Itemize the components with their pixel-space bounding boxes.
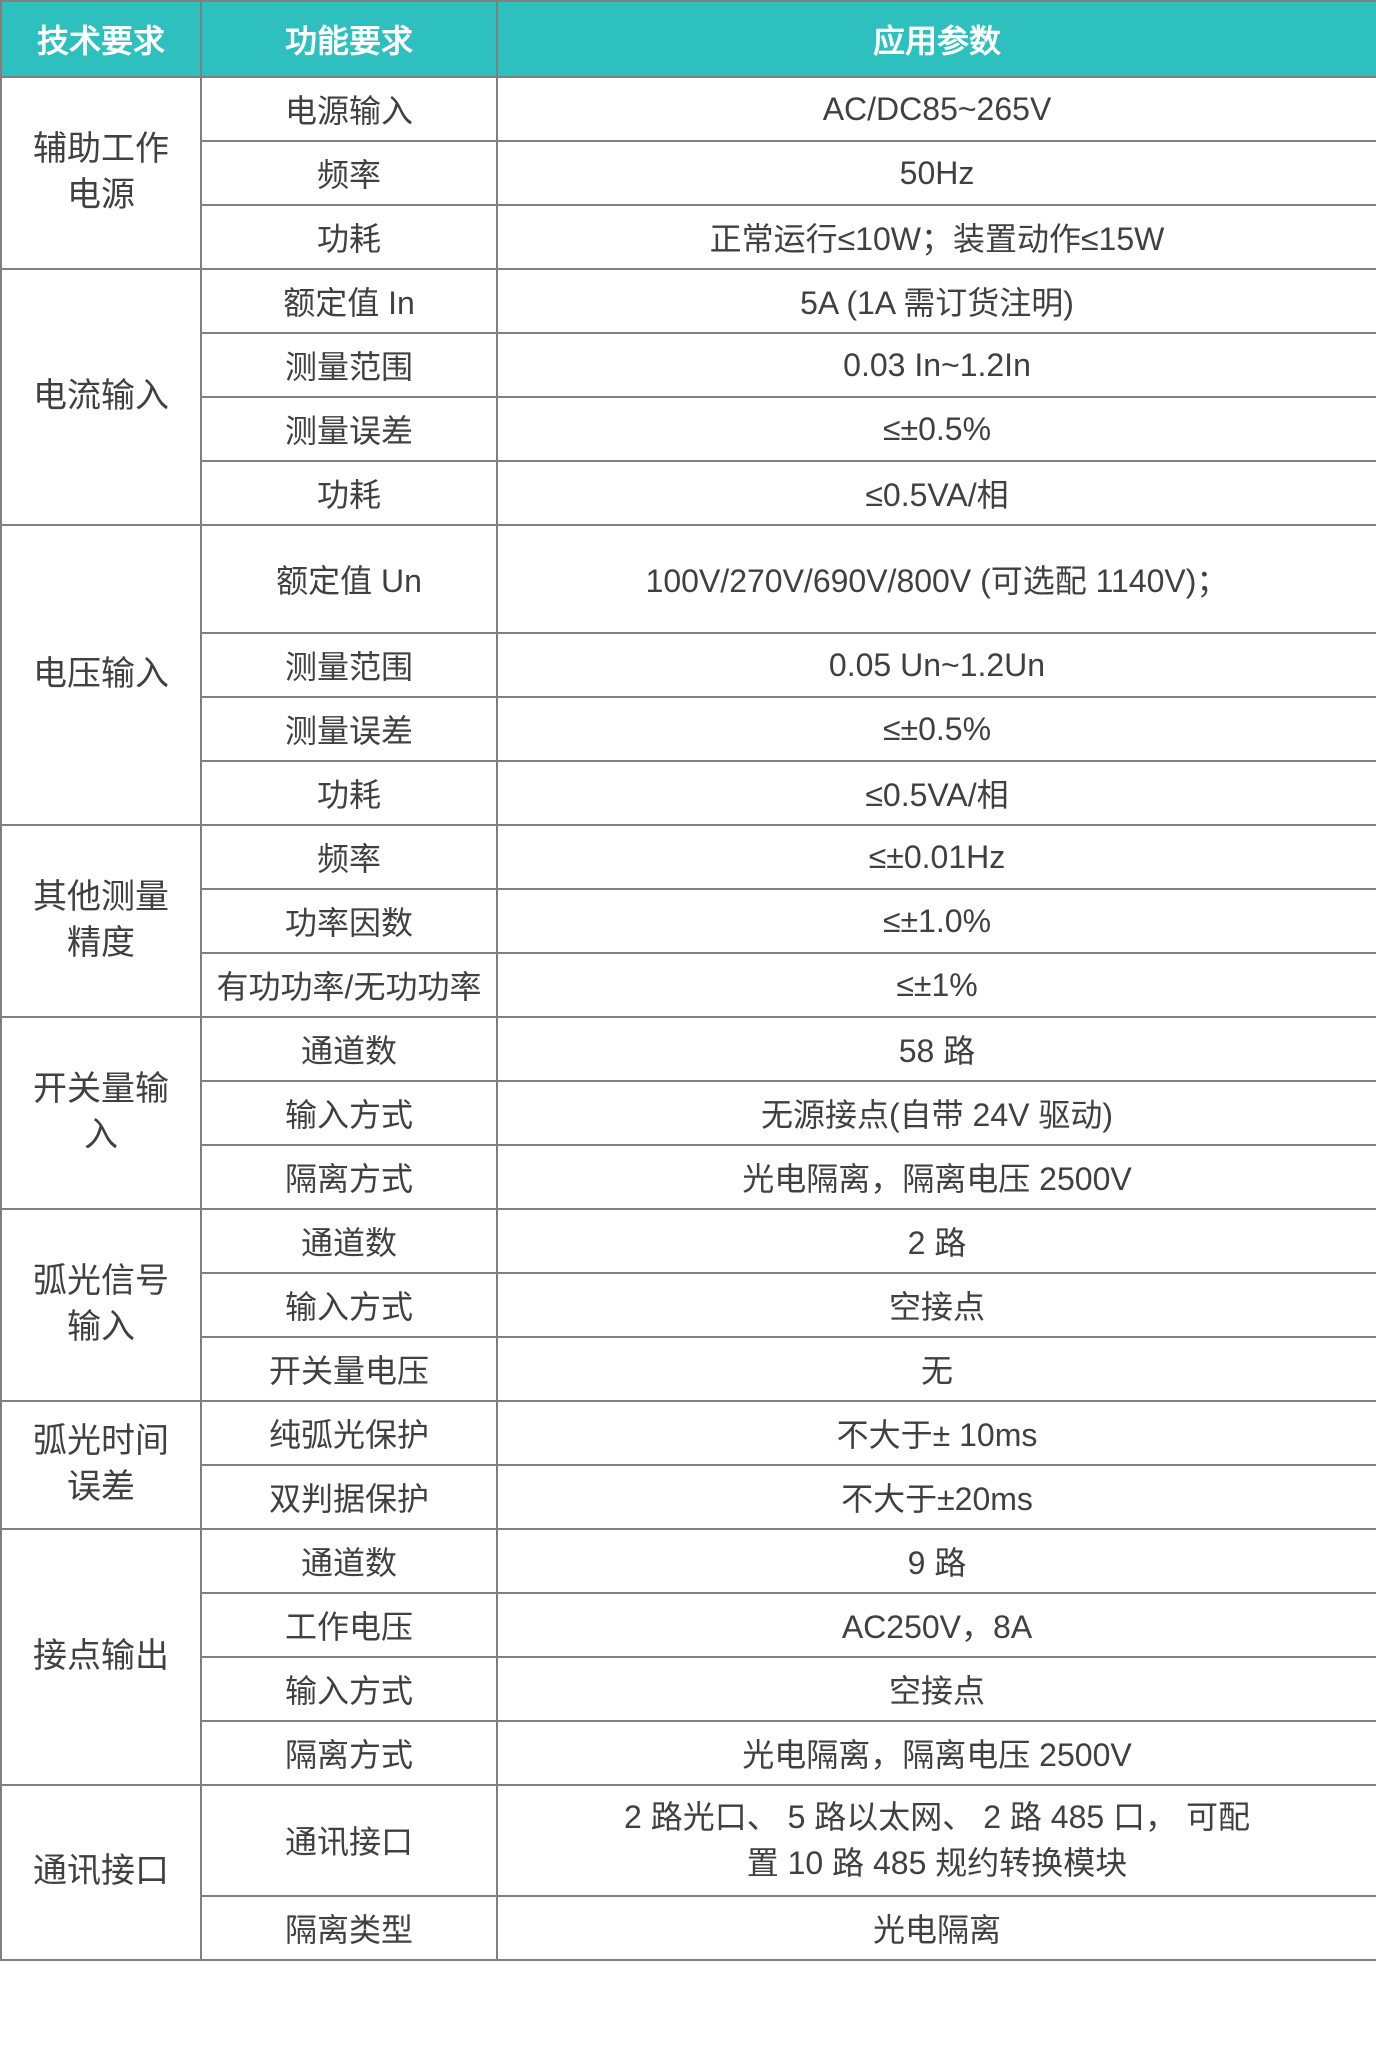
function-cell: 通道数 — [201, 1017, 497, 1081]
group-label: 电压输入 — [1, 525, 201, 825]
group-label: 接点输出 — [1, 1529, 201, 1785]
function-cell: 测量范围 — [201, 333, 497, 397]
group-label: 电流输入 — [1, 269, 201, 525]
header-row: 技术要求 功能要求 应用参数 — [1, 1, 1376, 77]
function-cell: 通讯接口 — [201, 1785, 497, 1896]
value-cell: 光电隔离，隔离电压 2500V — [497, 1145, 1376, 1209]
function-cell: 额定值 In — [201, 269, 497, 333]
value-cell: 100V/270V/690V/800V (可选配 1140V)； — [497, 525, 1376, 633]
function-cell: 输入方式 — [201, 1273, 497, 1337]
group-label: 其他测量精度 — [1, 825, 201, 1017]
function-cell: 额定值 Un — [201, 525, 497, 633]
value-cell: 5A (1A 需订货注明) — [497, 269, 1376, 333]
value-cell: 0.03 In~1.2In — [497, 333, 1376, 397]
value-cell: AC/DC85~265V — [497, 77, 1376, 141]
function-cell: 电源输入 — [201, 77, 497, 141]
function-cell: 频率 — [201, 825, 497, 889]
function-cell: 隔离方式 — [201, 1721, 497, 1785]
function-cell: 功率因数 — [201, 889, 497, 953]
col-header-params: 应用参数 — [497, 1, 1376, 77]
table-row: 测量误差≤±0.5% — [1, 697, 1376, 761]
table-row: 接点输出通道数9 路 — [1, 1529, 1376, 1593]
value-cell: ≤±1% — [497, 953, 1376, 1017]
function-cell: 测量范围 — [201, 633, 497, 697]
value-cell: ≤±0.5% — [497, 397, 1376, 461]
table-row: 隔离方式光电隔离，隔离电压 2500V — [1, 1145, 1376, 1209]
value-cell: 2 路光口、 5 路以太网、 2 路 485 口， 可配置 10 路 485 规… — [497, 1785, 1376, 1896]
table-row: 其他测量精度频率≤±0.01Hz — [1, 825, 1376, 889]
value-cell: AC250V，8A — [497, 1593, 1376, 1657]
function-cell: 测量误差 — [201, 697, 497, 761]
value-cell: 无 — [497, 1337, 1376, 1401]
table-row: 弧光信号输入通道数2 路 — [1, 1209, 1376, 1273]
function-cell: 功耗 — [201, 461, 497, 525]
table-row: 功耗≤0.5VA/相 — [1, 761, 1376, 825]
value-cell: 空接点 — [497, 1273, 1376, 1337]
table-row: 有功功率/无功功率≤±1% — [1, 953, 1376, 1017]
function-cell: 通道数 — [201, 1529, 497, 1593]
value-cell: 正常运行≤10W；装置动作≤15W — [497, 205, 1376, 269]
value-cell: ≤0.5VA/相 — [497, 461, 1376, 525]
value-cell: 0.05 Un~1.2Un — [497, 633, 1376, 697]
value-cell: ≤0.5VA/相 — [497, 761, 1376, 825]
value-cell: 不大于±20ms — [497, 1465, 1376, 1529]
group-label: 弧光时间误差 — [1, 1401, 201, 1529]
table-row: 隔离方式光电隔离，隔离电压 2500V — [1, 1721, 1376, 1785]
table-row: 通讯接口通讯接口2 路光口、 5 路以太网、 2 路 485 口， 可配置 10… — [1, 1785, 1376, 1896]
function-cell: 双判据保护 — [201, 1465, 497, 1529]
value-cell: 58 路 — [497, 1017, 1376, 1081]
value-cell: ≤±0.01Hz — [497, 825, 1376, 889]
table-row: 开关量电压无 — [1, 1337, 1376, 1401]
table-row: 辅助工作电源电源输入AC/DC85~265V — [1, 77, 1376, 141]
table-row: 输入方式空接点 — [1, 1657, 1376, 1721]
table-row: 功率因数≤±1.0% — [1, 889, 1376, 953]
group-label: 开关量输入 — [1, 1017, 201, 1209]
function-cell: 开关量电压 — [201, 1337, 497, 1401]
function-cell: 测量误差 — [201, 397, 497, 461]
table-row: 测量范围0.05 Un~1.2Un — [1, 633, 1376, 697]
function-cell: 通道数 — [201, 1209, 497, 1273]
value-cell: 2 路 — [497, 1209, 1376, 1273]
col-header-tech: 技术要求 — [1, 1, 201, 77]
value-cell: 50Hz — [497, 141, 1376, 205]
function-cell: 频率 — [201, 141, 497, 205]
table-row: 功耗≤0.5VA/相 — [1, 461, 1376, 525]
function-cell: 输入方式 — [201, 1081, 497, 1145]
table-row: 输入方式空接点 — [1, 1273, 1376, 1337]
function-cell: 功耗 — [201, 205, 497, 269]
function-cell: 隔离方式 — [201, 1145, 497, 1209]
group-label: 通讯接口 — [1, 1785, 201, 1960]
table-row: 电流输入额定值 In5A (1A 需订货注明) — [1, 269, 1376, 333]
function-cell: 有功功率/无功功率 — [201, 953, 497, 1017]
table-row: 弧光时间误差纯弧光保护不大于± 10ms — [1, 1401, 1376, 1465]
table-row: 功耗正常运行≤10W；装置动作≤15W — [1, 205, 1376, 269]
table-row: 工作电压AC250V，8A — [1, 1593, 1376, 1657]
function-cell: 工作电压 — [201, 1593, 497, 1657]
table-row: 双判据保护不大于±20ms — [1, 1465, 1376, 1529]
table-row: 频率50Hz — [1, 141, 1376, 205]
group-label: 弧光信号输入 — [1, 1209, 201, 1401]
table-row: 隔离类型光电隔离 — [1, 1896, 1376, 1960]
value-cell: 光电隔离 — [497, 1896, 1376, 1960]
function-cell: 隔离类型 — [201, 1896, 497, 1960]
table-row: 电压输入额定值 Un100V/270V/690V/800V (可选配 1140V… — [1, 525, 1376, 633]
spec-table: 技术要求 功能要求 应用参数 辅助工作电源电源输入AC/DC85~265V频率5… — [0, 0, 1376, 1961]
value-cell: ≤±0.5% — [497, 697, 1376, 761]
value-cell: ≤±1.0% — [497, 889, 1376, 953]
table-row: 测量范围0.03 In~1.2In — [1, 333, 1376, 397]
group-label: 辅助工作电源 — [1, 77, 201, 269]
value-cell: 不大于± 10ms — [497, 1401, 1376, 1465]
function-cell: 纯弧光保护 — [201, 1401, 497, 1465]
value-cell: 空接点 — [497, 1657, 1376, 1721]
table-row: 测量误差≤±0.5% — [1, 397, 1376, 461]
table-row: 输入方式无源接点(自带 24V 驱动) — [1, 1081, 1376, 1145]
value-cell: 9 路 — [497, 1529, 1376, 1593]
function-cell: 功耗 — [201, 761, 497, 825]
function-cell: 输入方式 — [201, 1657, 497, 1721]
col-header-func: 功能要求 — [201, 1, 497, 77]
value-cell: 光电隔离，隔离电压 2500V — [497, 1721, 1376, 1785]
table-row: 开关量输入通道数58 路 — [1, 1017, 1376, 1081]
value-cell: 无源接点(自带 24V 驱动) — [497, 1081, 1376, 1145]
